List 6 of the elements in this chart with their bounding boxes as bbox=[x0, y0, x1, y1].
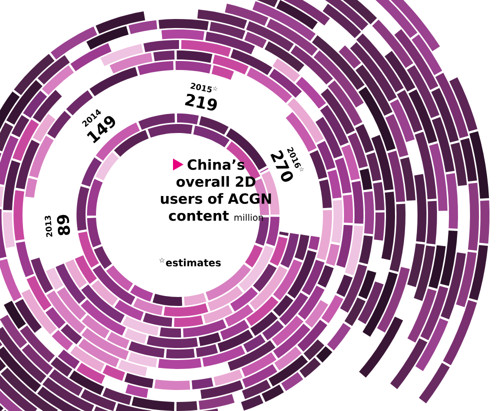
category-label: 2015$^{☆}$ bbox=[190, 82, 218, 92]
text: $^{☆}$estimates bbox=[159, 258, 221, 266]
text: million bbox=[234, 214, 263, 221]
category-label: 2013 bbox=[44, 216, 52, 237]
data-label: 89 bbox=[56, 214, 70, 236]
data-label: 219 bbox=[184, 94, 217, 111]
